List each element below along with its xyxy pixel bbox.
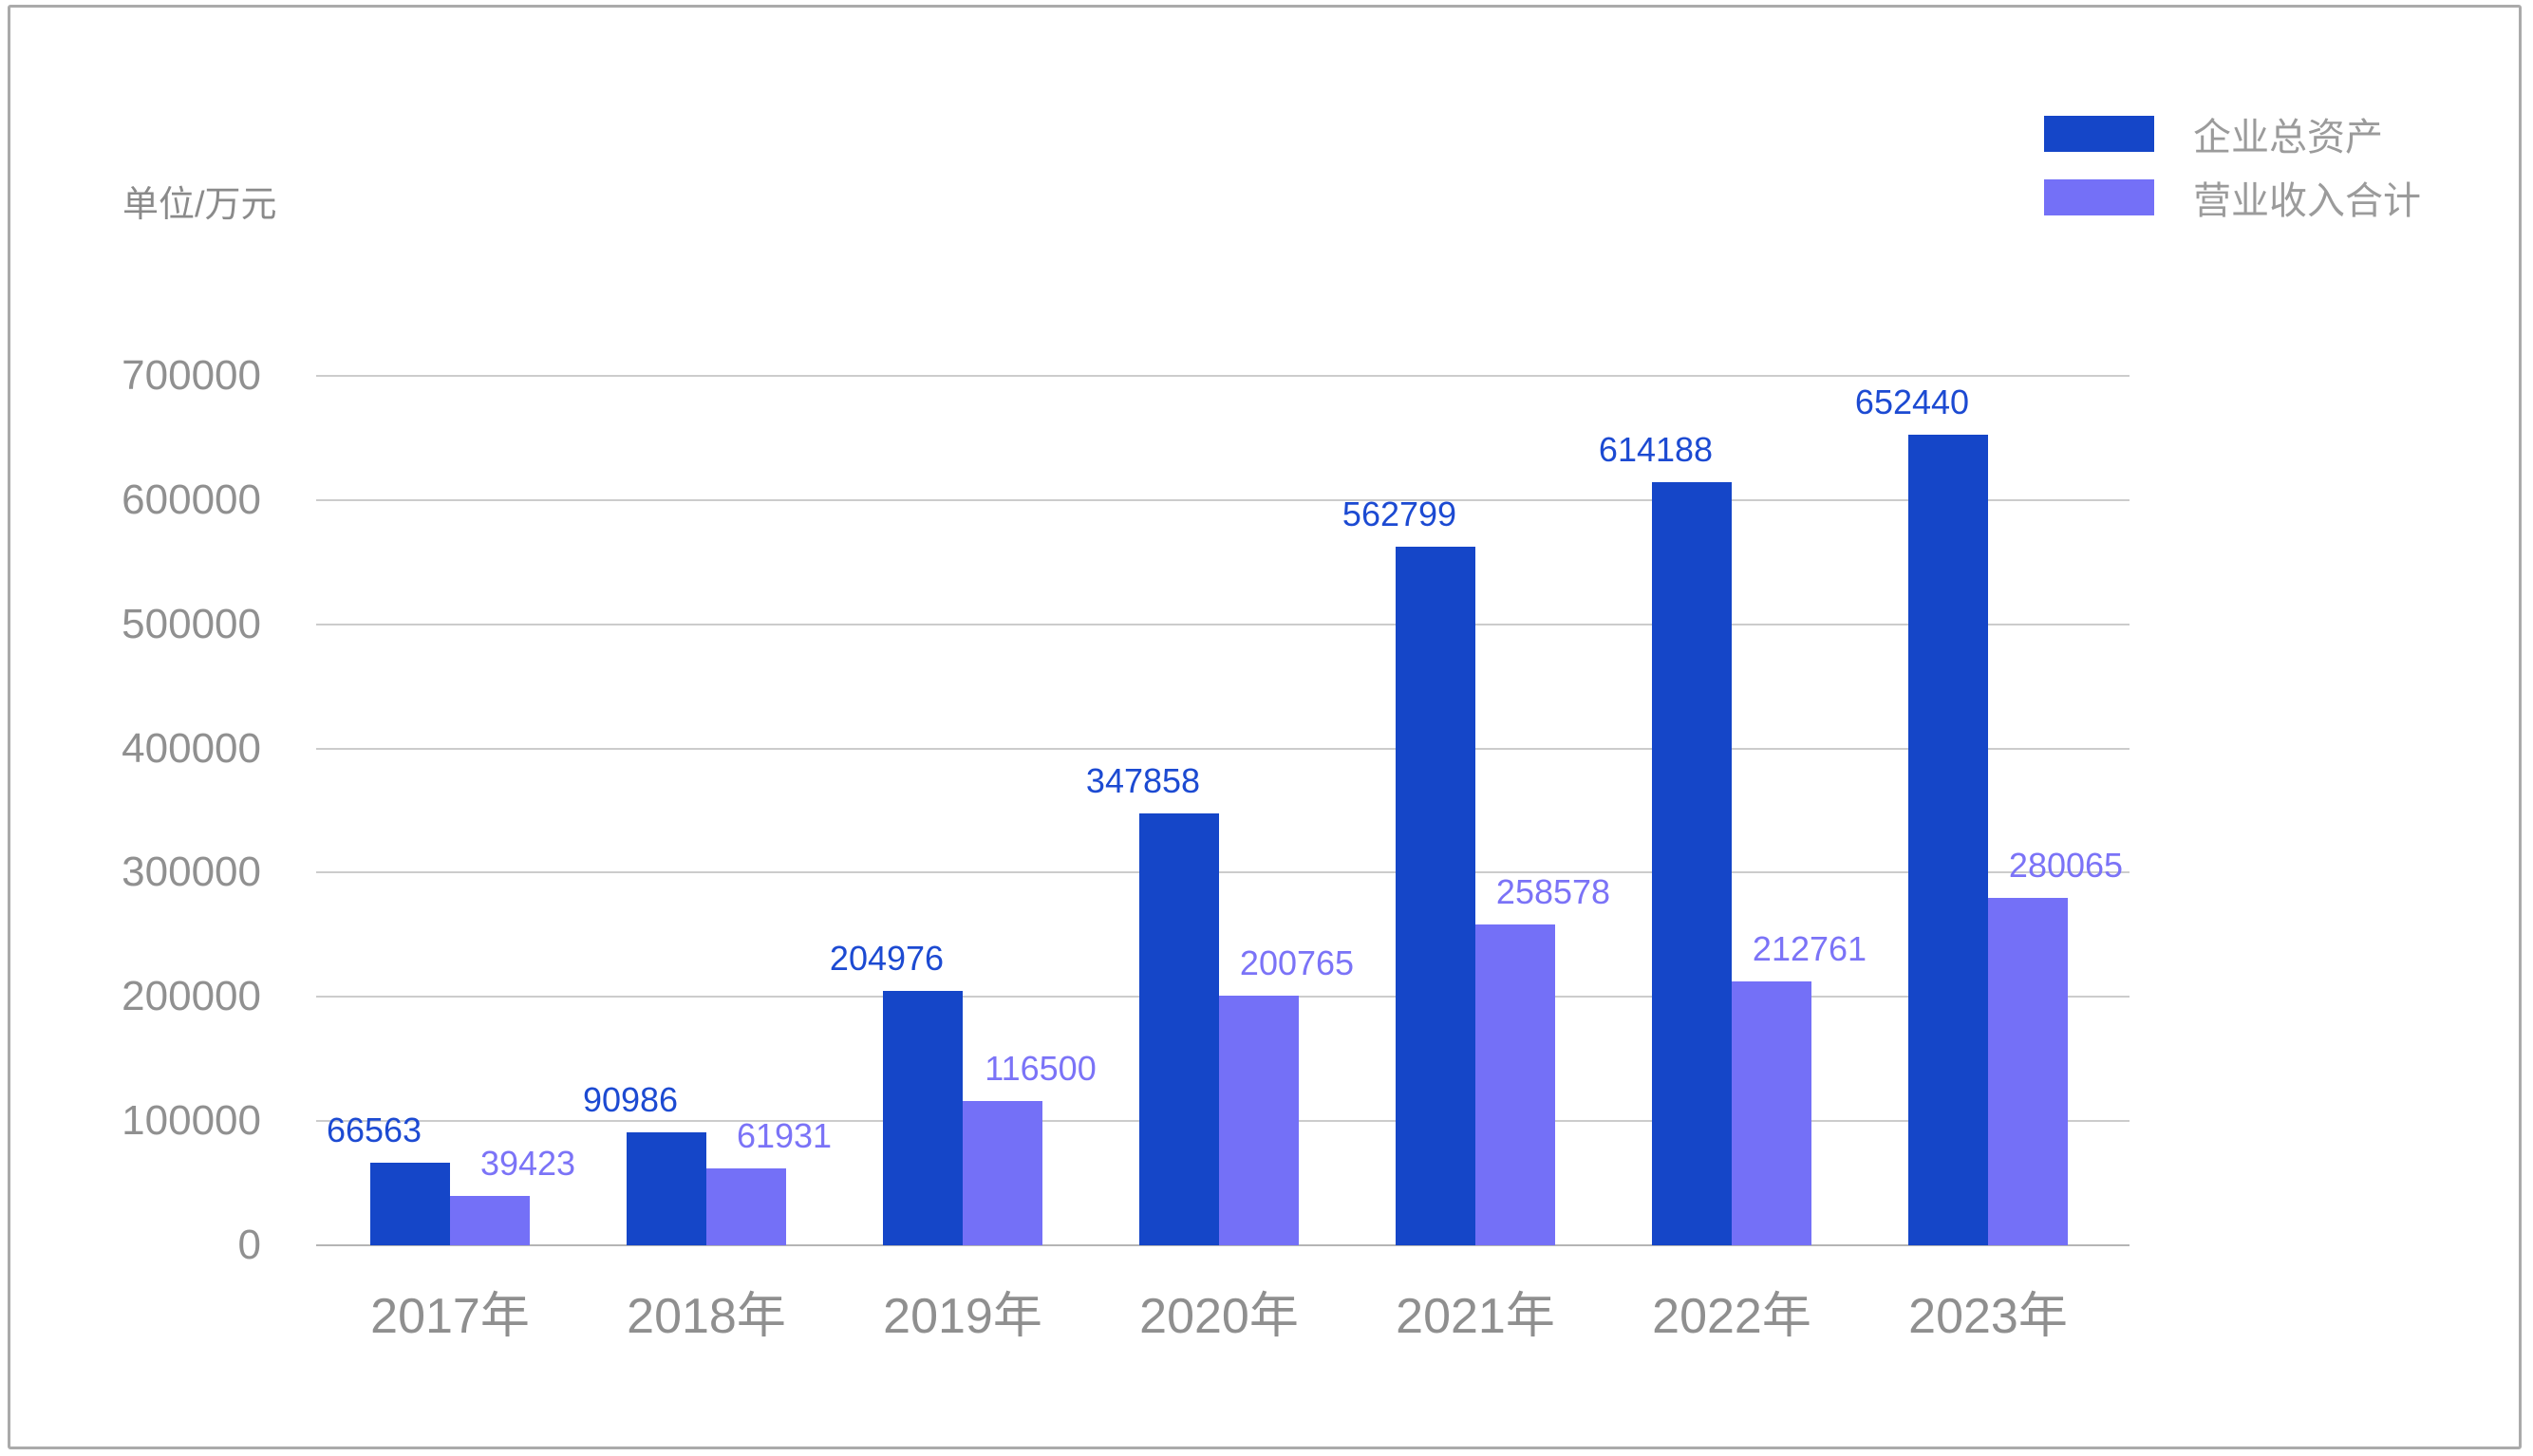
y-axis-tick-label: 0 bbox=[237, 1222, 261, 1268]
x-axis-category-label: 2021年 bbox=[1396, 1289, 1555, 1344]
legend-swatch-revenue-icon bbox=[2044, 179, 2154, 215]
bar-value-label-total-assets-2023年: 652440 bbox=[1854, 383, 1970, 421]
bar-total-assets-2018年 bbox=[627, 1132, 706, 1245]
gridline bbox=[316, 375, 2130, 377]
y-axis-unit-label: 单位/万元 bbox=[122, 185, 277, 225]
bar-value-label-revenue-2017年: 39423 bbox=[479, 1144, 576, 1183]
y-axis-tick-label: 300000 bbox=[122, 849, 261, 896]
x-axis-category-label: 2023年 bbox=[1908, 1289, 2068, 1344]
bar-revenue-2017年 bbox=[450, 1196, 530, 1245]
bar-value-label-revenue-2021年: 258578 bbox=[1495, 872, 1611, 911]
y-axis-tick-label: 100000 bbox=[122, 1097, 261, 1145]
x-axis-baseline bbox=[316, 1244, 2130, 1246]
gridline bbox=[316, 498, 2130, 501]
bar-total-assets-2019年 bbox=[883, 991, 963, 1245]
y-axis-tick-label: 500000 bbox=[122, 600, 261, 647]
legend: 企业总资产 营业收入合计 bbox=[2044, 116, 2421, 243]
y-axis-tick-label: 700000 bbox=[122, 352, 261, 399]
legend-label-total-assets: 企业总资产 bbox=[2193, 117, 2383, 159]
x-axis-category-label: 2022年 bbox=[1652, 1289, 1811, 1344]
legend-label-revenue: 营业收入合计 bbox=[2193, 180, 2421, 222]
bar-total-assets-2022年 bbox=[1652, 482, 1732, 1245]
bar-value-label-total-assets-2017年: 66563 bbox=[326, 1111, 422, 1149]
gridline bbox=[316, 623, 2130, 625]
legend-item-revenue: 营业收入合计 bbox=[2044, 179, 2421, 222]
bar-value-label-total-assets-2022年: 614188 bbox=[1598, 430, 1714, 469]
bar-total-assets-2023年 bbox=[1908, 435, 1988, 1245]
x-axis-category-label: 2020年 bbox=[1139, 1289, 1299, 1344]
bar-value-label-revenue-2020年: 200765 bbox=[1239, 943, 1355, 982]
bar-revenue-2022年 bbox=[1732, 981, 1811, 1245]
bar-total-assets-2021年 bbox=[1396, 547, 1475, 1245]
y-axis-tick-label: 200000 bbox=[122, 973, 261, 1020]
bar-revenue-2019年 bbox=[963, 1101, 1042, 1245]
x-axis-category-label: 2018年 bbox=[627, 1289, 786, 1344]
chart-card: 单位/万元 企业总资产 营业收入合计 0 100000 200000 300000 40… bbox=[8, 5, 2522, 1449]
gridline bbox=[316, 747, 2130, 750]
bar-chart-plot-area: 0 100000 200000 300000 400000 500000 600000 700… bbox=[122, 354, 2130, 1344]
legend-swatch-total-assets-icon bbox=[2044, 116, 2154, 152]
bar-value-label-total-assets-2021年: 562799 bbox=[1342, 495, 1457, 533]
bar-value-label-total-assets-2020年: 347858 bbox=[1085, 761, 1201, 800]
y-axis-tick-label: 400000 bbox=[122, 724, 261, 772]
bar-value-label-revenue-2022年: 212761 bbox=[1752, 929, 1867, 968]
y-axis-tick-label: 600000 bbox=[122, 476, 261, 523]
bar-total-assets-2017年 bbox=[370, 1163, 450, 1245]
bar-value-label-total-assets-2019年: 204976 bbox=[829, 939, 945, 978]
bar-revenue-2020年 bbox=[1219, 996, 1299, 1245]
bar-value-label-revenue-2018年: 61931 bbox=[736, 1116, 833, 1155]
bar-revenue-2018年 bbox=[706, 1168, 786, 1245]
x-axis-category-label: 2017年 bbox=[370, 1289, 530, 1344]
gridline bbox=[316, 871, 2130, 874]
bar-value-label-revenue-2019年: 116500 bbox=[985, 1049, 1097, 1088]
bar-value-label-revenue-2023年: 280065 bbox=[2008, 846, 2124, 885]
legend-item-total-assets: 企业总资产 bbox=[2044, 116, 2421, 159]
bar-revenue-2023年 bbox=[1988, 898, 2068, 1245]
bar-revenue-2021年 bbox=[1475, 924, 1555, 1245]
bar-total-assets-2020年 bbox=[1139, 813, 1219, 1245]
bar-value-label-total-assets-2018年: 90986 bbox=[582, 1080, 679, 1119]
x-axis-category-label: 2019年 bbox=[883, 1289, 1042, 1344]
